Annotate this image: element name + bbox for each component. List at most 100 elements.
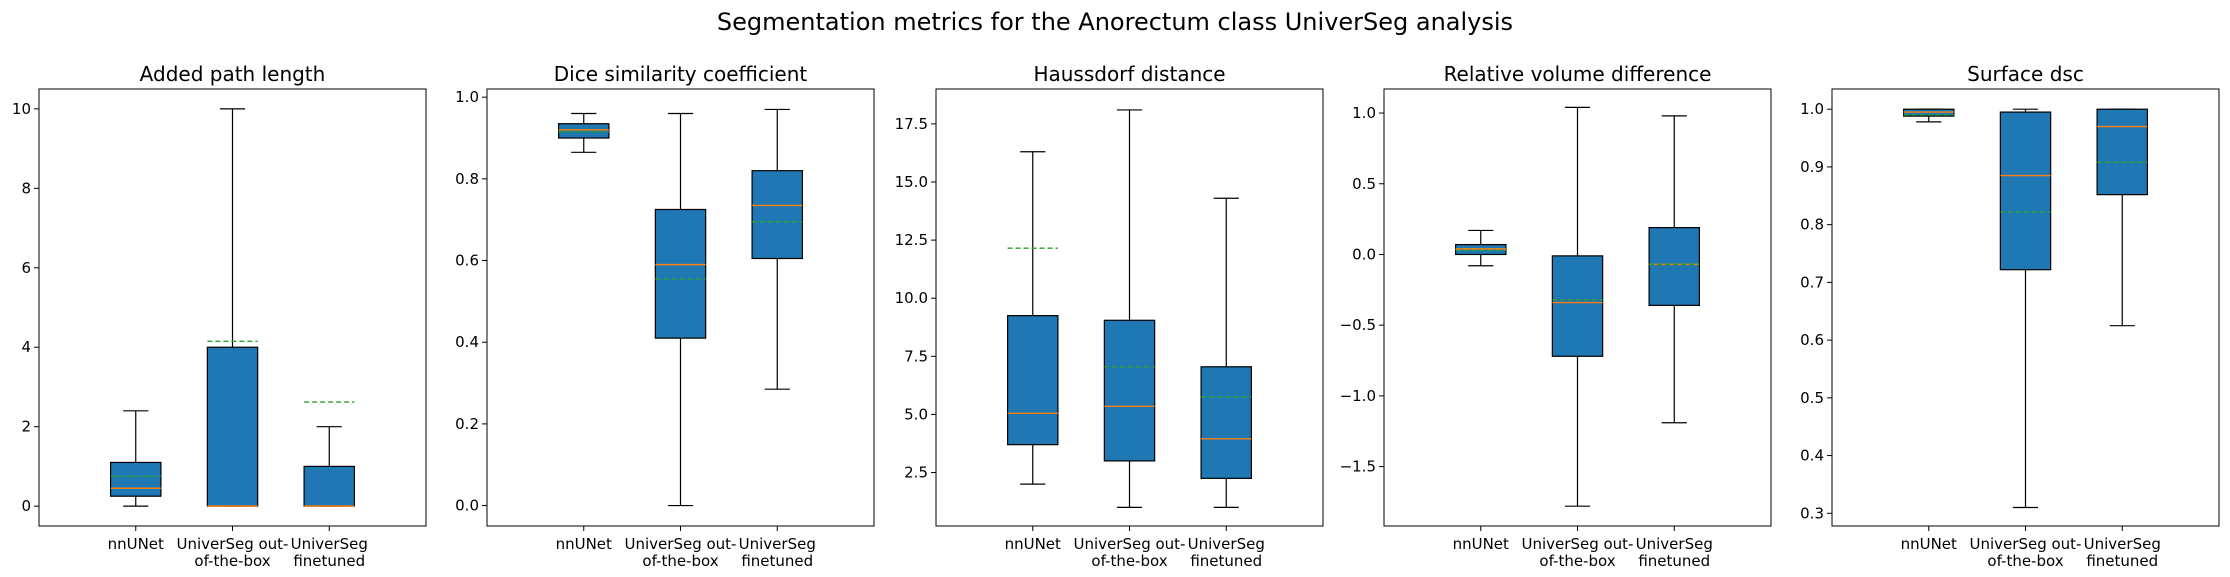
axes-frame xyxy=(1831,88,2220,527)
y-tick-label: 0.4 xyxy=(455,333,479,351)
y-tick-label: 5.0 xyxy=(904,405,928,423)
y-tick-label: 0.4 xyxy=(1800,447,1824,465)
x-tick-label: nnUNet xyxy=(1453,535,1509,553)
x-tick-label: UniverSeg xyxy=(739,535,816,553)
y-tick-label: 0.5 xyxy=(1800,389,1824,407)
box-body xyxy=(1200,366,1253,479)
y-tick-label: 1.0 xyxy=(455,88,479,106)
x-tick-label: UniverSeg xyxy=(2084,535,2161,553)
panel-5: Surface dsc 0.3 0.4 0.5 0.6 0.7 0.8 0.9 1.0 nnUNe… xyxy=(1800,62,2220,570)
box-body xyxy=(557,123,610,139)
box-2 xyxy=(654,112,707,507)
box-body xyxy=(206,346,259,507)
y-tick-label: 10.0 xyxy=(895,289,928,307)
panel-3: Haussdorf distance 2.5 5.0 7.5 10.0 12.5 15.0 1… xyxy=(895,62,1324,570)
y-tick-label: 0.0 xyxy=(455,497,479,515)
y-tick-label: 0.3 xyxy=(1800,504,1824,522)
panel-title: Relative volume difference xyxy=(1444,62,1712,86)
x-tick-label: UniverSeg out- xyxy=(177,535,289,553)
x-tick-label: UniverSeg xyxy=(1636,535,1713,553)
panel-1: Added path length 0 2 4 6 8 10 nnUNet UniverSeg … xyxy=(12,62,427,570)
x-tick-label: UniverSeg out- xyxy=(1970,535,2082,553)
box-body xyxy=(1648,226,1701,306)
box-2 xyxy=(1999,108,2052,509)
box-1 xyxy=(1902,108,1955,123)
x-tick-label: nnUNet xyxy=(1901,535,1957,553)
y-tick-label: 0.7 xyxy=(1800,273,1824,291)
box-body xyxy=(654,208,707,339)
x-tick-label: finetuned xyxy=(741,552,813,570)
y-tick-label: 10 xyxy=(12,100,31,118)
y-tick-label: 17.5 xyxy=(895,115,928,133)
box-body xyxy=(1551,255,1604,357)
y-tick-label: 0.9 xyxy=(1800,158,1824,176)
box-body xyxy=(1006,315,1059,446)
x-tick-label: of-the-box xyxy=(194,552,270,570)
x-tick-label: finetuned xyxy=(1190,552,1262,570)
y-tick-label: 15.0 xyxy=(895,173,928,191)
panel-title: Dice similarity coefficient xyxy=(554,62,808,86)
axes-frame xyxy=(935,88,1324,527)
x-tick-label: UniverSeg xyxy=(1188,535,1265,553)
y-tick-label: 12.5 xyxy=(895,231,928,249)
y-tick-label: −0.5 xyxy=(1340,316,1376,334)
y-tick-label: 2.5 xyxy=(904,464,928,482)
y-tick-label: 0.6 xyxy=(455,252,479,270)
box-2 xyxy=(206,108,259,507)
y-tick-label: 0.6 xyxy=(1800,331,1824,349)
x-tick-label: UniverSeg out- xyxy=(1522,535,1634,553)
x-tick-label: of-the-box xyxy=(1091,552,1167,570)
axes-frame xyxy=(486,88,875,527)
box-body xyxy=(1454,243,1507,256)
panel-title: Added path length xyxy=(140,62,326,86)
figure-suptitle: Segmentation metrics for the Anorectum c… xyxy=(717,8,1513,36)
x-tick-label: finetuned xyxy=(1638,552,1710,570)
box-body xyxy=(1999,111,2052,271)
y-tick-label: 2 xyxy=(21,418,31,436)
box-2 xyxy=(1103,109,1156,509)
x-tick-label: nnUNet xyxy=(108,535,164,553)
x-tick-label: nnUNet xyxy=(1005,535,1061,553)
axes-frame xyxy=(1383,88,1772,527)
y-tick-label: 1.0 xyxy=(1800,100,1824,118)
panel-2: Dice similarity coefficient 0.0 0.2 0.4 0.6 0… xyxy=(455,62,875,570)
x-tick-label: of-the-box xyxy=(642,552,718,570)
box-body xyxy=(2096,108,2149,196)
box-1 xyxy=(557,112,610,153)
y-tick-label: 0 xyxy=(21,497,31,515)
box-1 xyxy=(1454,229,1507,267)
x-tick-label: UniverSeg out- xyxy=(1074,535,1186,553)
panel-title: Surface dsc xyxy=(1967,62,2084,86)
y-tick-label: 4 xyxy=(21,338,31,356)
box-3 xyxy=(751,108,804,390)
box-body xyxy=(109,461,162,497)
y-tick-label: −1.5 xyxy=(1340,458,1376,476)
box-2 xyxy=(1551,106,1604,507)
x-tick-label: UniverSeg xyxy=(291,535,368,553)
y-tick-label: 1.0 xyxy=(1352,104,1376,122)
x-tick-label: finetuned xyxy=(2086,552,2158,570)
y-tick-label: −1.0 xyxy=(1340,387,1376,405)
box-body xyxy=(1103,319,1156,462)
box-3 xyxy=(1648,115,1701,424)
panel-4: Relative volume difference −1.5 −1.0 −0.5 0.… xyxy=(1340,62,1772,570)
y-tick-label: 0.5 xyxy=(1352,175,1376,193)
x-tick-label: of-the-box xyxy=(1987,552,2063,570)
axes-frame xyxy=(38,88,427,527)
box-3 xyxy=(303,401,356,507)
y-tick-label: 8 xyxy=(21,179,31,197)
x-tick-label: nnUNet xyxy=(556,535,612,553)
box-1 xyxy=(109,410,162,507)
panel-title: Haussdorf distance xyxy=(1033,62,1225,86)
y-tick-label: 6 xyxy=(21,259,31,277)
box-3 xyxy=(1200,197,1253,509)
y-tick-label: 0.8 xyxy=(455,170,479,188)
x-tick-label: of-the-box xyxy=(1539,552,1615,570)
y-tick-label: 0.2 xyxy=(455,415,479,433)
x-tick-label: finetuned xyxy=(293,552,365,570)
y-tick-label: 0.0 xyxy=(1352,245,1376,263)
x-tick-label: UniverSeg out- xyxy=(625,535,737,553)
box-body xyxy=(303,465,356,507)
box-body xyxy=(751,170,804,260)
